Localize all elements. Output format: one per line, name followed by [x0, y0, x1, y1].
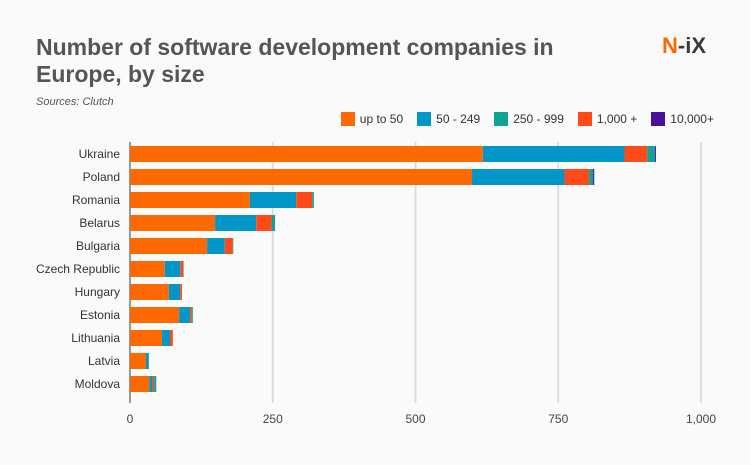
legend-label: 1,000 + — [596, 112, 638, 126]
chart-title: Number of software development companies… — [36, 34, 554, 87]
category-label: Estonia — [80, 308, 120, 322]
legend: up to 50 50 - 249 250 - 999 1,000 + 10,000+ — [340, 112, 714, 126]
category-label: Moldova — [75, 377, 121, 391]
category-label: Hungary — [75, 285, 120, 299]
bar-segment — [312, 192, 314, 208]
bar-segment — [130, 307, 180, 323]
bar-segment — [593, 169, 595, 185]
legend-swatch — [577, 112, 592, 126]
x-tick-label: 750 — [548, 412, 568, 426]
bar-segment — [152, 376, 155, 392]
category-label: Ukraine — [79, 147, 121, 161]
bar-segment — [654, 146, 656, 162]
bar-segment — [647, 146, 655, 162]
bar-segment — [224, 238, 233, 254]
bar-segment — [296, 192, 313, 208]
bar-segment — [130, 146, 483, 162]
category-label: Belarus — [79, 216, 120, 230]
bar-segment — [168, 284, 181, 300]
bar-segment — [130, 169, 473, 185]
bar-segment — [191, 307, 193, 323]
legend-label: 50 - 249 — [436, 112, 481, 126]
legend-item: 10,000+ — [651, 112, 714, 126]
legend-item: 1,000 + — [577, 112, 638, 126]
bar-segment — [161, 330, 170, 346]
bar-segment — [130, 238, 208, 254]
x-tick-label: 250 — [263, 412, 283, 426]
x-tick-label: 0 — [127, 412, 134, 426]
category-label: Bulgaria — [76, 239, 120, 253]
legend-swatch — [340, 112, 355, 126]
legend-swatch — [417, 112, 432, 126]
bar-segment — [232, 238, 234, 254]
legend-item: 50 - 249 — [417, 112, 480, 126]
logo: N-iX — [662, 33, 706, 59]
bar-segment — [130, 192, 250, 208]
logo-ix: -iX — [677, 33, 707, 58]
legend-label: 250 - 999 — [513, 112, 564, 126]
legend-label: 10,000+ — [670, 112, 714, 126]
bar-segment — [149, 376, 153, 392]
category-label: Romania — [72, 193, 120, 207]
bar-segment — [145, 353, 149, 369]
legend-swatch — [494, 112, 509, 126]
source-note: Sources: Clutch — [36, 96, 114, 108]
logo-n: N — [662, 33, 678, 58]
bar-segment — [180, 261, 184, 277]
category-label: Lithuania — [71, 331, 120, 345]
bar-segment — [130, 376, 150, 392]
bar-segment — [189, 307, 192, 323]
bar-segment — [472, 169, 565, 185]
bar-segment — [624, 146, 648, 162]
bar-segment — [256, 215, 272, 231]
category-label: Czech Republic — [36, 262, 120, 276]
bar-segment — [164, 261, 181, 277]
bar-segment — [130, 284, 169, 300]
bar-segment — [271, 215, 276, 231]
bar-segment — [169, 330, 173, 346]
bar-segment — [179, 307, 190, 323]
bar-segment — [249, 192, 297, 208]
bar-segment — [482, 146, 625, 162]
bar-segment — [130, 261, 165, 277]
legend-label: up to 50 — [359, 112, 404, 126]
category-label: Poland — [83, 170, 120, 184]
legend-item: up to 50 — [340, 112, 404, 126]
bar-segment — [130, 353, 146, 369]
bar-segment — [130, 215, 216, 231]
bar-segment — [589, 169, 594, 185]
bar-segment — [215, 215, 257, 231]
bar-segment — [564, 169, 590, 185]
legend-item: 250 - 999 — [494, 112, 564, 126]
bar-segment — [180, 284, 182, 300]
category-label: Latvia — [88, 354, 120, 368]
bar-segment — [183, 261, 184, 277]
x-tick-label: 500 — [405, 412, 425, 426]
x-tick-label: 1,000 — [686, 412, 716, 426]
bar-segment — [154, 376, 157, 392]
bar-segment — [207, 238, 225, 254]
legend-swatch — [651, 112, 666, 126]
bar-segment — [130, 330, 162, 346]
